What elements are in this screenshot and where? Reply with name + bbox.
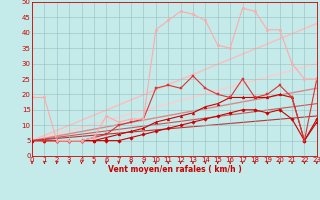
X-axis label: Vent moyen/en rafales ( km/h ): Vent moyen/en rafales ( km/h )	[108, 165, 241, 174]
